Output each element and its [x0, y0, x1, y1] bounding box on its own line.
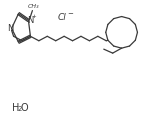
Text: 2: 2	[17, 106, 21, 112]
Text: +: +	[32, 14, 36, 19]
Text: −: −	[67, 11, 73, 17]
Text: CH₃: CH₃	[28, 4, 39, 9]
Text: N: N	[7, 24, 13, 33]
Text: N: N	[27, 16, 33, 25]
Text: H: H	[12, 102, 19, 113]
Text: Cl: Cl	[58, 13, 66, 22]
Text: O: O	[21, 102, 28, 113]
